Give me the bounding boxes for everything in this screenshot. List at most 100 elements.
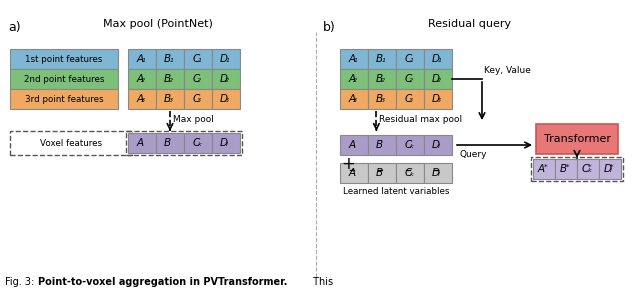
Text: 2: 2 — [225, 78, 230, 83]
Text: 2: 2 — [141, 78, 145, 83]
Text: A: A — [136, 54, 143, 64]
Bar — [577, 159, 599, 179]
Bar — [184, 69, 212, 89]
Text: l: l — [225, 142, 227, 147]
Text: 2nd point features: 2nd point features — [24, 75, 104, 83]
Bar — [533, 159, 555, 179]
Text: D: D — [432, 94, 440, 104]
Bar — [536, 124, 618, 154]
Text: C: C — [404, 74, 412, 84]
Bar — [424, 69, 452, 89]
Text: B: B — [376, 94, 383, 104]
Text: D: D — [220, 74, 228, 84]
Text: Transformer: Transformer — [543, 134, 611, 144]
Text: 1: 1 — [437, 58, 442, 63]
Text: B: B — [164, 138, 172, 148]
Bar — [212, 49, 240, 69]
Text: C: C — [404, 94, 412, 104]
Text: k: k — [410, 172, 413, 177]
Text: D: D — [432, 140, 440, 150]
Bar — [126, 131, 242, 155]
Bar — [128, 49, 156, 69]
Bar — [368, 49, 396, 69]
Text: A: A — [348, 168, 355, 178]
Text: Fig. 3:: Fig. 3: — [5, 277, 37, 287]
Bar — [424, 135, 452, 155]
Text: *: * — [565, 164, 569, 170]
Bar — [156, 49, 184, 69]
Bar — [128, 133, 156, 153]
Text: 2: 2 — [437, 78, 442, 83]
Text: 1: 1 — [353, 58, 358, 63]
Bar — [156, 133, 184, 153]
Bar — [424, 49, 452, 69]
Text: D: D — [220, 138, 228, 148]
Text: Max pool: Max pool — [173, 115, 214, 124]
Bar — [212, 133, 240, 153]
Text: B: B — [164, 74, 172, 84]
Text: B: B — [164, 94, 172, 104]
Text: 1: 1 — [170, 58, 173, 63]
Text: Key, Value: Key, Value — [484, 66, 531, 75]
Text: 3: 3 — [353, 98, 358, 103]
Bar — [340, 69, 368, 89]
Text: A: A — [136, 138, 143, 148]
Bar — [368, 89, 396, 109]
Text: A: A — [348, 74, 355, 84]
Text: k: k — [410, 144, 413, 149]
Bar — [10, 69, 118, 89]
Text: C: C — [582, 164, 589, 174]
Bar — [184, 49, 212, 69]
Text: Residual max pool: Residual max pool — [380, 115, 463, 124]
Bar — [340, 49, 368, 69]
Text: A: A — [136, 74, 143, 84]
Text: B: B — [376, 168, 383, 178]
Bar — [396, 49, 424, 69]
Bar — [156, 69, 184, 89]
Text: D: D — [432, 54, 440, 64]
Text: l: l — [437, 144, 439, 149]
Text: D: D — [220, 54, 228, 64]
Text: *: * — [543, 164, 547, 170]
Text: C: C — [192, 94, 200, 104]
Text: 3: 3 — [170, 98, 173, 103]
Text: *: * — [588, 164, 591, 170]
Text: B: B — [164, 54, 172, 64]
Text: 3rd point features: 3rd point features — [25, 94, 103, 103]
Bar — [184, 133, 212, 153]
Bar — [212, 89, 240, 109]
Text: k: k — [588, 168, 592, 173]
Text: A: A — [348, 94, 355, 104]
Bar — [10, 89, 118, 109]
Text: 3: 3 — [225, 98, 230, 103]
Text: Learned latent variables: Learned latent variables — [343, 187, 449, 196]
Text: *: * — [609, 164, 613, 170]
Text: 1: 1 — [410, 58, 413, 63]
Text: Max pool (PointNet): Max pool (PointNet) — [103, 19, 213, 29]
Text: A: A — [136, 94, 143, 104]
Bar — [10, 131, 132, 155]
Bar — [368, 163, 396, 183]
Text: B: B — [376, 140, 383, 150]
Text: 2: 2 — [410, 78, 413, 83]
Bar — [531, 157, 623, 181]
Text: C: C — [404, 168, 412, 178]
Text: A: A — [348, 140, 355, 150]
Text: 2: 2 — [353, 78, 358, 83]
Text: 3: 3 — [197, 98, 202, 103]
Text: 2: 2 — [381, 78, 385, 83]
Text: 3: 3 — [381, 98, 385, 103]
Bar — [212, 69, 240, 89]
Bar — [10, 49, 118, 69]
Bar — [340, 89, 368, 109]
Bar — [128, 89, 156, 109]
Text: 2: 2 — [170, 78, 173, 83]
Text: 3: 3 — [141, 98, 145, 103]
Bar — [396, 163, 424, 183]
Text: l: l — [437, 172, 439, 177]
Bar — [368, 69, 396, 89]
Text: 1: 1 — [197, 58, 202, 63]
Text: a): a) — [8, 21, 20, 34]
Text: B: B — [376, 54, 383, 64]
Text: 3: 3 — [410, 98, 413, 103]
